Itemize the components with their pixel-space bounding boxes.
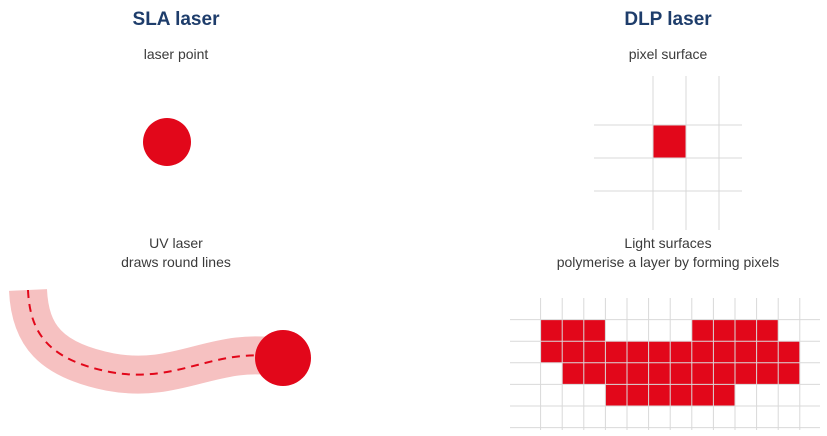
light-surfaces-caption-line-2: polymerise a layer by forming pixels: [556, 254, 780, 270]
filled-pixel: [756, 362, 779, 385]
filled-pixel: [653, 125, 686, 158]
filled-pixel: [583, 319, 606, 342]
filled-pixel: [540, 319, 563, 342]
light-surfaces-caption-line-1: Light surfaces: [624, 235, 712, 251]
laser-point-dot: [143, 118, 191, 166]
filled-pixel: [735, 341, 757, 363]
filled-pixel: [778, 362, 800, 385]
filled-pixel: [691, 384, 714, 406]
filled-pixel: [691, 341, 714, 363]
sla-title: SLA laser: [132, 9, 220, 30]
filled-pixel: [756, 341, 779, 363]
uv-laser-caption-line-1: UV laser: [149, 235, 203, 251]
filled-pixel: [670, 362, 692, 385]
filled-pixel: [713, 362, 735, 385]
filled-pixel: [756, 319, 779, 342]
filled-pixel: [562, 319, 584, 342]
filled-pixel: [540, 341, 563, 363]
filled-pixel: [670, 341, 692, 363]
uv-laser-caption-line-2: draws round lines: [121, 254, 231, 270]
pixel-surface-caption: pixel surface: [628, 46, 708, 62]
laser-path-centerline: [27, 289, 284, 376]
filled-pixel: [627, 384, 649, 406]
filled-pixel: [778, 341, 800, 363]
filled-pixel: [691, 362, 714, 385]
filled-pixel: [713, 341, 735, 363]
layer-pixel-grid: [510, 298, 820, 430]
filled-pixel: [648, 341, 671, 363]
filled-pixel: [648, 384, 671, 406]
filled-pixel: [562, 341, 584, 363]
filled-pixel: [627, 341, 649, 363]
filled-pixel: [605, 384, 627, 406]
filled-pixel: [735, 319, 757, 342]
filled-pixel: [562, 362, 584, 385]
filled-pixel: [735, 362, 757, 385]
filled-pixel: [583, 341, 606, 363]
filled-pixel: [713, 319, 735, 342]
dlp-title: DLP laser: [624, 9, 712, 30]
filled-pixel: [713, 384, 735, 406]
filled-pixel: [605, 362, 627, 385]
laser-path-band: [9, 288, 287, 394]
filled-pixel: [648, 362, 671, 385]
filled-pixel: [691, 319, 714, 342]
filled-pixel: [605, 341, 627, 363]
pixel-surface-grid: [594, 76, 742, 230]
laser-head-dot: [255, 330, 311, 386]
filled-pixel: [583, 362, 606, 385]
filled-pixel: [670, 384, 692, 406]
filled-pixel: [627, 362, 649, 385]
laser-point-caption: laser point: [143, 46, 209, 62]
